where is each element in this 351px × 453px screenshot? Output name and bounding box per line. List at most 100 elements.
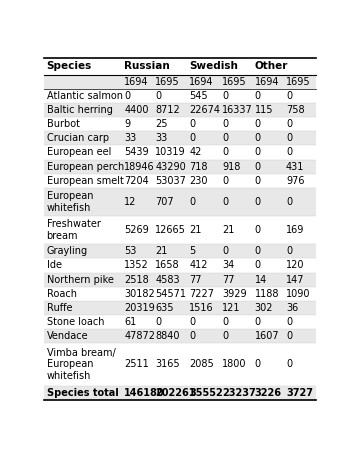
Text: 1694: 1694 bbox=[124, 77, 148, 87]
Bar bbox=[44, 159, 316, 173]
Text: 230: 230 bbox=[190, 176, 208, 186]
Text: 21: 21 bbox=[155, 246, 168, 256]
Bar bbox=[44, 301, 316, 315]
Text: 3727: 3727 bbox=[286, 388, 313, 398]
Text: 1607: 1607 bbox=[255, 331, 279, 341]
Text: European
whitefish: European whitefish bbox=[47, 191, 93, 213]
Text: 0: 0 bbox=[255, 133, 261, 143]
Text: 0: 0 bbox=[286, 133, 292, 143]
Text: 976: 976 bbox=[286, 176, 304, 186]
Text: 0: 0 bbox=[124, 91, 130, 101]
Text: 0: 0 bbox=[255, 246, 261, 256]
Text: Baltic herring: Baltic herring bbox=[47, 105, 112, 115]
Text: 147: 147 bbox=[286, 275, 304, 284]
Bar bbox=[44, 343, 316, 386]
Text: 1695: 1695 bbox=[222, 77, 247, 87]
Text: 0: 0 bbox=[190, 317, 196, 327]
Text: 5269: 5269 bbox=[124, 225, 149, 235]
Bar bbox=[44, 145, 316, 159]
Text: Ide: Ide bbox=[47, 260, 61, 270]
Text: 0: 0 bbox=[286, 246, 292, 256]
Text: 1090: 1090 bbox=[286, 289, 311, 299]
Text: 1695: 1695 bbox=[286, 77, 311, 87]
Bar bbox=[44, 103, 316, 117]
Text: 21: 21 bbox=[190, 225, 202, 235]
Text: 54571: 54571 bbox=[155, 289, 186, 299]
Text: 0: 0 bbox=[286, 91, 292, 101]
Text: 22674: 22674 bbox=[190, 105, 220, 115]
Text: 0: 0 bbox=[155, 91, 161, 101]
Text: 4583: 4583 bbox=[155, 275, 180, 284]
Text: 43290: 43290 bbox=[155, 162, 186, 172]
Text: 169: 169 bbox=[286, 225, 304, 235]
Text: 77: 77 bbox=[190, 275, 202, 284]
Text: 18946: 18946 bbox=[124, 162, 155, 172]
Bar bbox=[44, 58, 316, 75]
Text: 1694: 1694 bbox=[255, 77, 279, 87]
Text: 707: 707 bbox=[155, 197, 174, 207]
Text: 8712: 8712 bbox=[155, 105, 180, 115]
Text: Ruffe: Ruffe bbox=[47, 303, 72, 313]
Text: 47872: 47872 bbox=[124, 331, 155, 341]
Text: 1516: 1516 bbox=[190, 303, 214, 313]
Text: 0: 0 bbox=[255, 359, 261, 369]
Text: 0: 0 bbox=[155, 317, 161, 327]
Text: Northern pike: Northern pike bbox=[47, 275, 113, 284]
Text: 0: 0 bbox=[255, 317, 261, 327]
Bar bbox=[44, 117, 316, 131]
Text: 23237: 23237 bbox=[222, 388, 256, 398]
Text: 53037: 53037 bbox=[155, 176, 186, 186]
Text: 1800: 1800 bbox=[222, 359, 246, 369]
Text: 3165: 3165 bbox=[155, 359, 180, 369]
Text: 0: 0 bbox=[190, 119, 196, 129]
Text: 1695: 1695 bbox=[155, 77, 180, 87]
Text: 635: 635 bbox=[155, 303, 174, 313]
Text: Species: Species bbox=[47, 61, 92, 71]
Text: 0: 0 bbox=[286, 317, 292, 327]
Text: European smelt: European smelt bbox=[47, 176, 124, 186]
Text: 0: 0 bbox=[222, 91, 228, 101]
Text: 0: 0 bbox=[190, 197, 196, 207]
Text: Burbot: Burbot bbox=[47, 119, 80, 129]
Text: 3226: 3226 bbox=[255, 388, 282, 398]
Text: 14: 14 bbox=[255, 275, 267, 284]
Text: 42: 42 bbox=[190, 148, 202, 158]
Text: Roach: Roach bbox=[47, 289, 77, 299]
Text: 0: 0 bbox=[255, 148, 261, 158]
Text: 0: 0 bbox=[222, 246, 228, 256]
Text: 1694: 1694 bbox=[190, 77, 214, 87]
Text: 2518: 2518 bbox=[124, 275, 149, 284]
Text: European perch: European perch bbox=[47, 162, 124, 172]
Text: 0: 0 bbox=[222, 148, 228, 158]
Text: 0: 0 bbox=[255, 197, 261, 207]
Text: Crucian carp: Crucian carp bbox=[47, 133, 109, 143]
Text: 7227: 7227 bbox=[190, 289, 214, 299]
Text: 53: 53 bbox=[124, 246, 137, 256]
Text: Species total: Species total bbox=[47, 388, 118, 398]
Text: 9: 9 bbox=[124, 119, 130, 129]
Text: 1188: 1188 bbox=[255, 289, 279, 299]
Text: 302: 302 bbox=[255, 303, 273, 313]
Text: Other: Other bbox=[255, 61, 288, 71]
Text: 0: 0 bbox=[255, 119, 261, 129]
Bar bbox=[44, 131, 316, 145]
Text: Vimba bream/
European
whitefish: Vimba bream/ European whitefish bbox=[47, 348, 115, 381]
Text: 718: 718 bbox=[190, 162, 208, 172]
Text: 121: 121 bbox=[222, 303, 240, 313]
Text: 412: 412 bbox=[190, 260, 208, 270]
Text: 431: 431 bbox=[286, 162, 304, 172]
Text: 33: 33 bbox=[124, 133, 137, 143]
Bar bbox=[44, 173, 316, 188]
Text: 33: 33 bbox=[155, 133, 168, 143]
Text: 0: 0 bbox=[222, 197, 228, 207]
Text: 0: 0 bbox=[222, 133, 228, 143]
Text: 115: 115 bbox=[255, 105, 273, 115]
Text: 758: 758 bbox=[286, 105, 305, 115]
Text: Stone loach: Stone loach bbox=[47, 317, 104, 327]
Text: 202261: 202261 bbox=[155, 388, 196, 398]
Text: 61: 61 bbox=[124, 317, 137, 327]
Bar bbox=[44, 273, 316, 287]
Text: 5: 5 bbox=[190, 246, 196, 256]
Bar bbox=[44, 216, 316, 244]
Text: 0: 0 bbox=[255, 162, 261, 172]
